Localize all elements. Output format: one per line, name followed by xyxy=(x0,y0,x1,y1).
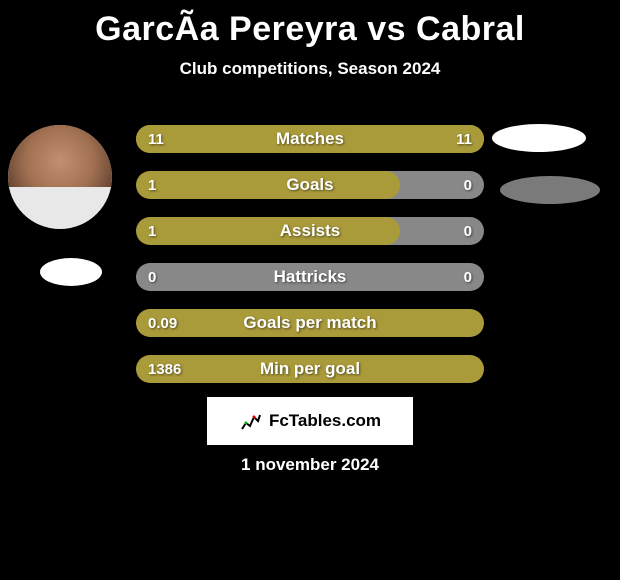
footer-brand-text: FcTables.com xyxy=(269,411,381,431)
stat-left-value: 1 xyxy=(148,177,156,194)
club-logo-left xyxy=(40,258,102,286)
stat-left-value: 0.09 xyxy=(148,315,177,332)
stat-label: Matches xyxy=(276,129,344,149)
club-logo-right-2 xyxy=(500,176,600,204)
stat-label: Goals xyxy=(286,175,333,195)
stat-row-goals: 1 Goals 0 xyxy=(136,171,484,199)
stat-left-value: 1386 xyxy=(148,361,181,378)
stat-bar: 1 Assists 0 xyxy=(136,217,484,245)
stat-bar: 1 Goals 0 xyxy=(136,171,484,199)
stat-bar: 0.09 Goals per match xyxy=(136,309,484,337)
stat-row-hattricks: 0 Hattricks 0 xyxy=(136,263,484,291)
club-logo-right-1 xyxy=(492,124,586,152)
stat-label: Min per goal xyxy=(260,359,360,379)
player-left-avatar xyxy=(8,125,112,229)
stat-row-min-per-goal: 1386 Min per goal xyxy=(136,355,484,383)
stat-right-value: 11 xyxy=(456,131,472,148)
page-subtitle: Club competitions, Season 2024 xyxy=(0,59,620,79)
stat-right-value: 0 xyxy=(464,269,472,286)
chart-icon xyxy=(239,409,263,433)
avatar-image xyxy=(8,125,112,229)
stat-row-goals-per-match: 0.09 Goals per match xyxy=(136,309,484,337)
stat-left-value: 0 xyxy=(148,269,156,286)
page-title: GarcÃ­a Pereyra vs Cabral xyxy=(0,0,620,49)
stat-label: Assists xyxy=(280,221,340,241)
stat-row-assists: 1 Assists 0 xyxy=(136,217,484,245)
stat-right-value: 0 xyxy=(464,177,472,194)
bar-left-fill xyxy=(136,171,400,199)
stat-label: Hattricks xyxy=(274,267,347,287)
timestamp: 1 november 2024 xyxy=(0,455,620,475)
footer-brand-logo: FcTables.com xyxy=(207,397,413,445)
bar-left-fill xyxy=(136,217,400,245)
stat-left-value: 11 xyxy=(148,131,164,148)
stat-bar: 1386 Min per goal xyxy=(136,355,484,383)
stat-label: Goals per match xyxy=(243,313,376,333)
stat-left-value: 1 xyxy=(148,223,156,240)
stat-right-value: 0 xyxy=(464,223,472,240)
stats-container: 11 Matches 11 1 Goals 0 1 Assists 0 0 Ha… xyxy=(136,125,484,401)
stat-bar: 0 Hattricks 0 xyxy=(136,263,484,291)
stat-bar: 11 Matches 11 xyxy=(136,125,484,153)
stat-row-matches: 11 Matches 11 xyxy=(136,125,484,153)
